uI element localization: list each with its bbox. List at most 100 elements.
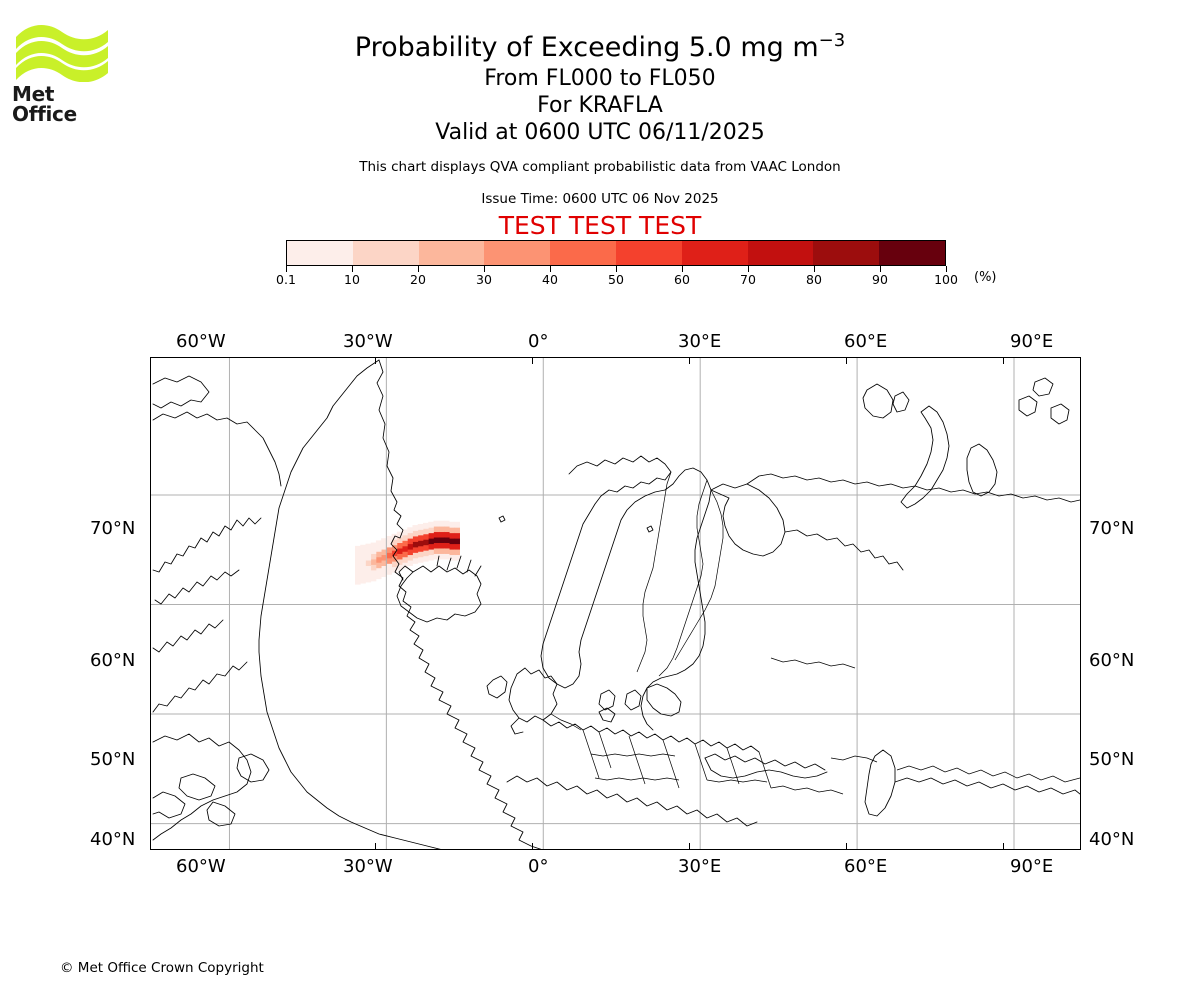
- ash-cell: [381, 549, 387, 556]
- lon-label-bottom-2: 0°: [528, 856, 549, 877]
- ash-cell: [417, 540, 424, 547]
- ash-cell: [417, 551, 424, 558]
- colorbar-tick-label-10: 100: [934, 272, 958, 287]
- ash-cell: [433, 548, 440, 554]
- tick-top-0: [375, 358, 376, 364]
- ash-cell: [417, 534, 424, 541]
- ash-cell: [386, 568, 392, 575]
- ash-cell: [433, 520, 440, 527]
- colorbar-tick-6: [682, 266, 683, 272]
- ash-cell: [396, 553, 403, 560]
- ash-cell: [454, 527, 460, 534]
- ash-cell: [402, 534, 408, 541]
- lat-label-left-1: 60°N: [90, 650, 136, 671]
- colorbar-tick-9: [880, 266, 881, 272]
- colorbar-tick-0: [286, 266, 287, 272]
- ash-cell: [443, 520, 450, 527]
- ash-cell: [449, 527, 455, 534]
- ash-cell: [365, 549, 372, 556]
- colorbar-swatches: [286, 240, 946, 266]
- ash-cell: [449, 521, 455, 528]
- map-canvas: [151, 358, 1080, 849]
- ash-cell: [433, 553, 440, 560]
- ash-cell: [438, 526, 445, 533]
- colorbar-tick-labels: 0.1 10 20 30 40 50 60 70 80 90 100: [276, 272, 958, 290]
- ash-cell: [370, 559, 377, 565]
- ash-cell: [443, 537, 450, 544]
- ash-cell: [370, 575, 377, 582]
- ash-cell: [443, 553, 450, 560]
- ash-cell: [412, 546, 419, 553]
- ash-cell: [417, 529, 424, 536]
- lon-label-top-3: 30°E: [678, 331, 722, 352]
- ash-cell: [365, 543, 372, 550]
- ash-cell: [433, 537, 440, 544]
- colorbar: 0.1 10 20 30 40 50 60 70 80 90 100: [276, 240, 958, 290]
- colorbar-tick-label-1: 10: [344, 272, 360, 287]
- ash-cell: [433, 531, 440, 538]
- colorbar-tick-label-5: 50: [608, 272, 624, 287]
- title-flight-levels: From FL000 to FL050: [484, 66, 716, 91]
- lat-label-right-0: 70°N: [1089, 518, 1135, 539]
- ash-cell: [381, 554, 387, 561]
- ash-cell: [443, 542, 450, 549]
- title-main-text: Probability of Exceeding 5.0 mg m: [354, 32, 819, 63]
- coastline-layer: [152, 359, 1080, 849]
- lon-label-bottom-4: 60°E: [844, 856, 888, 877]
- ash-cell: [407, 549, 413, 556]
- ash-cell: [438, 553, 445, 560]
- ash-cell: [396, 531, 403, 538]
- ash-cell: [449, 532, 455, 539]
- ash-cell: [438, 531, 445, 538]
- ash-cell: [354, 556, 361, 563]
- ash-probability-layer: [354, 520, 460, 585]
- colorbar-segment-9: [879, 241, 945, 265]
- map-plot-area[interactable]: [150, 357, 1081, 850]
- ash-cell: [370, 564, 377, 571]
- ash-cell: [360, 550, 366, 557]
- ash-cell: [417, 545, 424, 552]
- lon-label-bottom-5: 90°E: [1010, 856, 1054, 877]
- ash-cell: [360, 544, 366, 551]
- ash-cell: [365, 565, 372, 572]
- tick-top-3: [846, 358, 847, 364]
- ash-cell: [360, 566, 366, 573]
- tick-top-2: [689, 358, 690, 364]
- logo-waves-icon: [16, 25, 108, 82]
- ash-cell: [402, 545, 408, 552]
- colorbar-segment-4: [550, 241, 616, 265]
- ash-cell: [391, 566, 398, 573]
- colorbar-tick-2: [418, 266, 419, 272]
- ash-cell: [360, 572, 366, 579]
- title-block: Probability of Exceeding 5.0 mg m−3 From…: [0, 24, 1200, 241]
- ash-cell: [422, 533, 429, 540]
- issue-time: Issue Time: 0600 UTC 06 Nov 2025: [481, 191, 719, 207]
- ash-cell: [354, 545, 361, 552]
- ash-cell: [422, 555, 429, 562]
- ash-cell: [428, 543, 434, 550]
- ash-cell: [438, 542, 445, 549]
- ash-cell: [375, 567, 382, 574]
- ash-cell: [386, 552, 392, 559]
- colorbar-tick-label-8: 80: [806, 272, 822, 287]
- ash-cell: [412, 536, 419, 542]
- title-valid-time: Valid at 0600 UTC 06/11/2025: [435, 120, 765, 145]
- test-banner: TEST TEST TEST: [498, 211, 702, 240]
- ash-cell: [438, 548, 445, 554]
- ash-cell: [402, 540, 408, 547]
- ash-cell: [454, 538, 460, 545]
- ash-cell: [402, 556, 408, 563]
- colorbar-tick-4: [550, 266, 551, 272]
- ash-cell: [402, 551, 408, 558]
- ash-cell: [412, 552, 419, 559]
- lon-label-bottom-0: 60°W: [176, 856, 226, 877]
- ash-cell: [375, 556, 382, 563]
- colorbar-tick-3: [484, 266, 485, 272]
- lat-label-left-3: 40°N: [90, 829, 136, 850]
- colorbar-tick-label-6: 60: [674, 272, 690, 287]
- ash-cell: [417, 523, 424, 530]
- lon-label-bottom-1: 30°W: [343, 856, 393, 877]
- ash-cell: [375, 545, 382, 552]
- lon-label-top-4: 60°E: [844, 331, 888, 352]
- ash-cell: [412, 541, 419, 548]
